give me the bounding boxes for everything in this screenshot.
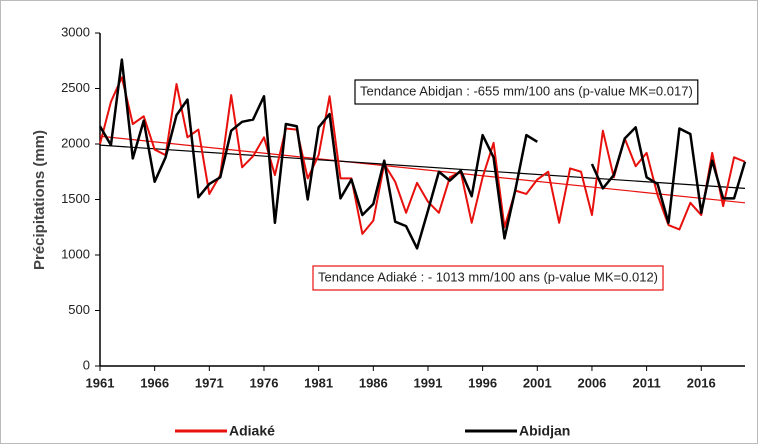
x-tick-label: 2001 (523, 375, 552, 390)
y-tick-label: 1500 (61, 191, 90, 206)
annotation-box (354, 79, 699, 105)
x-tick-label: 1986 (359, 375, 388, 390)
series-line (99, 76, 746, 235)
legend-label: Adiaké (229, 423, 275, 439)
y-tick-label: 2500 (61, 80, 90, 95)
x-tick-label: 1966 (140, 375, 169, 390)
y-tick-label: 3000 (61, 24, 90, 39)
y-tick-label: 2000 (61, 135, 90, 150)
series-line (98, 58, 747, 250)
x-tick-label: 1991 (414, 375, 443, 390)
y-tick-label: 0 (83, 357, 90, 372)
annotation-box (312, 265, 664, 291)
x-tick-label: 1976 (250, 375, 279, 390)
y-axis-label: Précipitations (mm) (31, 130, 48, 270)
x-tick-label: 2006 (577, 375, 606, 390)
y-tick-label: 1000 (61, 246, 90, 261)
trend-line (99, 135, 746, 204)
annotation: Tendance Adiaké : - 1013 mm/100 ans (p-v… (318, 269, 658, 284)
x-tick-label: 1961 (86, 375, 115, 390)
x-tick-label: 2016 (687, 375, 716, 390)
y-tick-label: 500 (68, 302, 90, 317)
x-tick-label: 1971 (195, 375, 224, 390)
trend-line (99, 144, 746, 189)
annotation: Tendance Abidjan : -655 mm/100 ans (p-va… (360, 83, 693, 98)
x-tick-label: 1996 (468, 375, 497, 390)
x-tick-label: 2011 (633, 375, 661, 390)
legend-label: Abidjan (519, 423, 570, 439)
x-tick-label: 1981 (304, 375, 333, 390)
